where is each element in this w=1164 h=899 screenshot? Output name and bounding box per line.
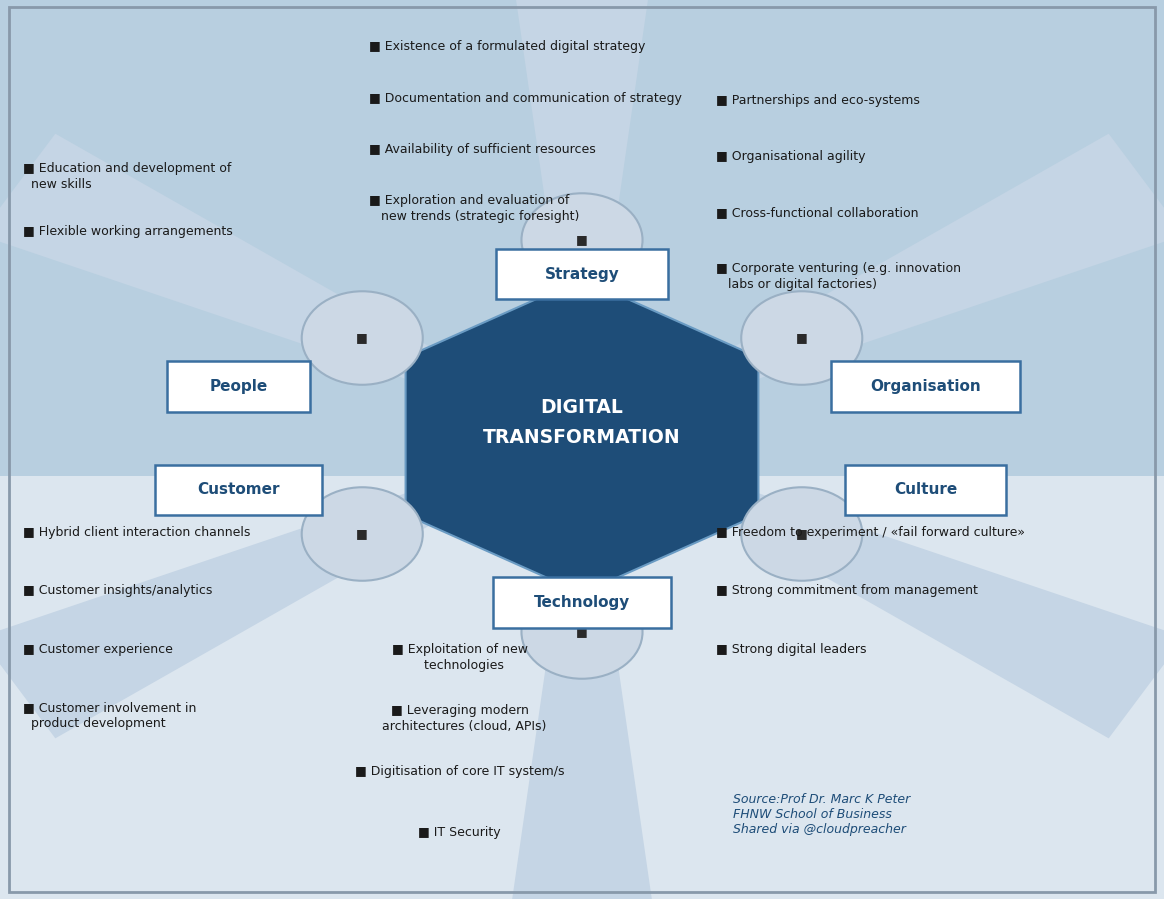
Polygon shape	[506, 0, 658, 436]
Polygon shape	[405, 279, 759, 593]
Polygon shape	[0, 134, 583, 438]
Text: People: People	[210, 379, 268, 394]
Text: ■ Strong digital leaders: ■ Strong digital leaders	[716, 643, 866, 655]
Text: Strategy: Strategy	[545, 267, 619, 281]
Text: ■ Leveraging modern
  architectures (cloud, APIs): ■ Leveraging modern architectures (cloud…	[374, 704, 546, 733]
Polygon shape	[506, 436, 658, 899]
Circle shape	[741, 487, 863, 581]
FancyBboxPatch shape	[0, 0, 1164, 476]
Circle shape	[521, 585, 643, 679]
Polygon shape	[0, 434, 583, 738]
Text: ■ Flexible working arrangements: ■ Flexible working arrangements	[23, 225, 233, 237]
FancyBboxPatch shape	[496, 249, 668, 299]
FancyBboxPatch shape	[0, 476, 1164, 899]
Text: ■ Organisational agility: ■ Organisational agility	[716, 150, 865, 163]
Text: ■ Exploration and evaluation of
   new trends (strategic foresight): ■ Exploration and evaluation of new tren…	[369, 194, 580, 223]
Polygon shape	[581, 434, 1164, 738]
Text: ■ Existence of a formulated digital strategy: ■ Existence of a formulated digital stra…	[369, 40, 645, 53]
Text: Customer: Customer	[198, 483, 279, 497]
Text: ■ Freedom to experiment / «fail forward culture»: ■ Freedom to experiment / «fail forward …	[716, 526, 1024, 539]
Circle shape	[741, 291, 863, 385]
FancyBboxPatch shape	[831, 361, 1020, 412]
Text: Culture: Culture	[894, 483, 957, 497]
Text: ■ Education and development of
  new skills: ■ Education and development of new skill…	[23, 162, 232, 191]
Text: ■ Corporate venturing (e.g. innovation
   labs or digital factories): ■ Corporate venturing (e.g. innovation l…	[716, 262, 960, 290]
Text: ■ Strong commitment from management: ■ Strong commitment from management	[716, 584, 978, 597]
Text: ■ Customer insights/analytics: ■ Customer insights/analytics	[23, 584, 213, 597]
Text: DIGITAL
TRANSFORMATION: DIGITAL TRANSFORMATION	[483, 398, 681, 447]
Text: ■: ■	[356, 528, 368, 540]
Text: Organisation: Organisation	[870, 379, 981, 394]
Text: ■ Customer experience: ■ Customer experience	[23, 643, 173, 655]
Circle shape	[521, 193, 643, 287]
Circle shape	[301, 487, 423, 581]
Text: ■ Availability of sufficient resources: ■ Availability of sufficient resources	[369, 143, 596, 156]
Text: ■: ■	[356, 332, 368, 344]
Circle shape	[301, 291, 423, 385]
Text: ■: ■	[576, 626, 588, 638]
Text: ■ Partnerships and eco-systems: ■ Partnerships and eco-systems	[716, 94, 920, 107]
Text: ■: ■	[796, 332, 808, 344]
FancyBboxPatch shape	[845, 465, 1006, 515]
Text: ■: ■	[796, 528, 808, 540]
Text: ■ Customer involvement in
  product development: ■ Customer involvement in product develo…	[23, 701, 197, 730]
FancyBboxPatch shape	[168, 361, 310, 412]
Text: Technology: Technology	[534, 595, 630, 610]
Text: ■ Exploitation of new
  technologies: ■ Exploitation of new technologies	[392, 643, 527, 672]
Text: ■ Digitisation of core IT system/s: ■ Digitisation of core IT system/s	[355, 765, 565, 778]
Text: ■ IT Security: ■ IT Security	[419, 826, 501, 839]
Text: ■ Cross-functional collaboration: ■ Cross-functional collaboration	[716, 206, 918, 218]
FancyBboxPatch shape	[155, 465, 321, 515]
Text: ■ Hybrid client interaction channels: ■ Hybrid client interaction channels	[23, 526, 250, 539]
Polygon shape	[581, 134, 1164, 438]
Text: ■ Documentation and communication of strategy: ■ Documentation and communication of str…	[369, 92, 682, 104]
Text: ■: ■	[576, 234, 588, 246]
FancyBboxPatch shape	[494, 577, 670, 628]
Text: Source:Prof Dr. Marc K Peter
FHNW School of Business
Shared via @cloudpreacher: Source:Prof Dr. Marc K Peter FHNW School…	[733, 793, 910, 836]
